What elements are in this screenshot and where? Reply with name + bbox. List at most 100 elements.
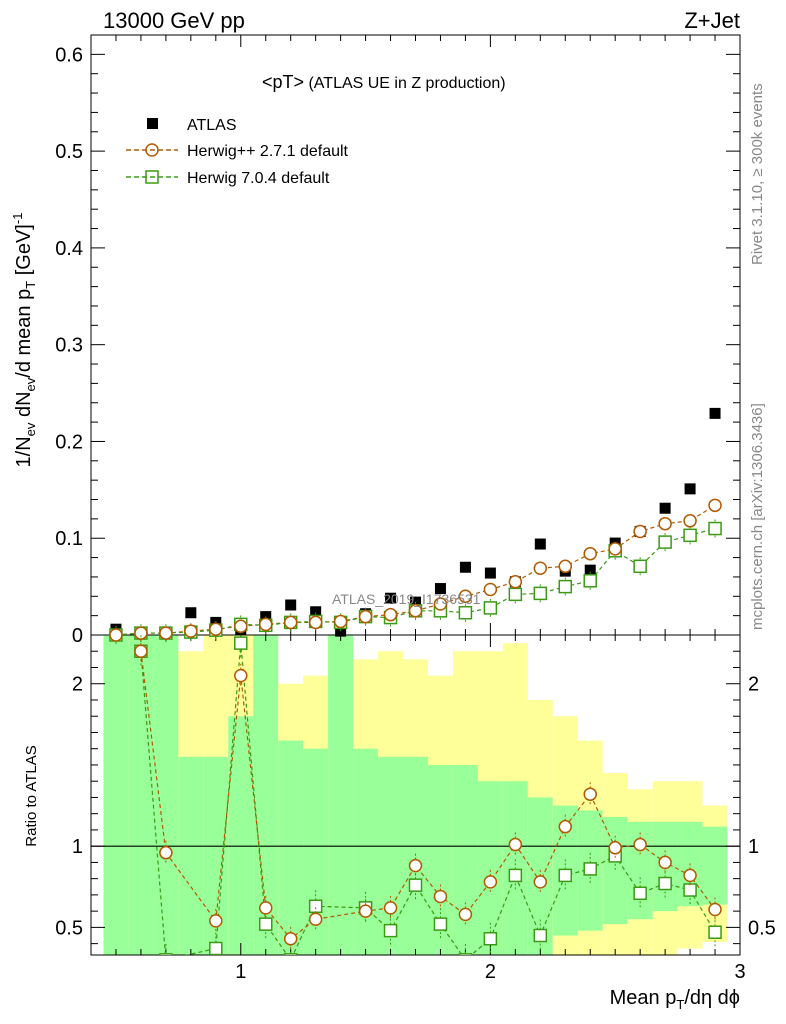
atlas-point: [709, 407, 721, 419]
ratio-herwig7-point: [408, 878, 423, 892]
ratio-herwigpp-point: [209, 914, 223, 928]
atlas-point: [310, 606, 322, 618]
herwigpp-point: [458, 589, 473, 604]
plot-title-main: <pT>: [262, 72, 304, 92]
ratio-herwigpp-point: [383, 901, 398, 915]
ratio-herwig7-point: [283, 953, 298, 955]
ratio-herwigpp-point: [283, 932, 298, 946]
ratio-herwig7-point: [308, 899, 323, 914]
ratio-bands: [103, 635, 728, 955]
ratio-herwigpp-point: [683, 868, 697, 883]
herwigpp-point: [333, 614, 348, 629]
band-inner-bin: [403, 756, 428, 955]
atlas-point: [534, 538, 546, 550]
y-tick-label: 0.1: [55, 528, 83, 550]
band-inner-bin: [278, 740, 304, 955]
herwigpp-point: [184, 624, 198, 638]
band-inner-bin: [153, 635, 179, 955]
ratio-herwig7-point: [383, 923, 398, 938]
plot-title-sub: (ATLAS UE in Z production): [304, 75, 506, 92]
ratio-herwigpp-point: [433, 889, 448, 904]
y-tick-label: 0.3: [55, 335, 83, 357]
ratio-herwig7-point: [683, 883, 697, 897]
herwig7-point: [683, 528, 697, 543]
herwigpp-point: [283, 615, 298, 630]
atlas-point: [385, 592, 397, 604]
ratio-y-tick-label: 0.5: [55, 917, 83, 939]
y-tick-label: 0.4: [55, 238, 83, 260]
herwigpp-point: [408, 604, 423, 618]
x-tick-label: 3: [734, 961, 745, 983]
marks-layer: [109, 407, 722, 955]
y-tick-label: 0.2: [55, 431, 83, 453]
bottom-ylabel: Ratio to ATLAS: [23, 745, 40, 846]
herwigpp-point: [433, 597, 448, 611]
herwigpp-point: [483, 582, 498, 597]
herwig7-point: [533, 586, 548, 601]
herwigpp-point: [358, 609, 373, 624]
band-inner-bin: [627, 821, 653, 920]
atlas-point: [484, 567, 496, 579]
ratio-herwigpp-point: [458, 907, 473, 922]
ratio-herwigpp-point: [533, 875, 548, 889]
legend: ATLAS Herwig++ 2.7.1 default Herwig 7.0.…: [126, 117, 349, 187]
ratio-herwig7-line: [140, 643, 716, 955]
ratio-herwigpp-point: [633, 837, 647, 852]
ratio-herwigpp-point: [583, 787, 597, 801]
ratio-marks: [134, 635, 722, 955]
ratio-herwig7-point: [533, 928, 548, 943]
xlabel: Mean pT/dη dϕ: [610, 987, 740, 1012]
plot-title: <pT> (ATLAS UE in Z production): [262, 72, 506, 92]
legend-label-herwigpp: Herwig++ 2.7.1 default: [187, 143, 349, 160]
ratio-y-tick-label-right: 1: [748, 836, 759, 858]
ratio-herwig7-point: [458, 953, 473, 955]
legend-marker-herwigpp: [145, 143, 159, 157]
herwigpp-point: [683, 514, 697, 528]
legend-label-herwig7: Herwig 7.0.4 default: [187, 170, 330, 187]
atlas-point: [459, 561, 471, 573]
y-tick-label: 0.6: [55, 44, 83, 66]
atlas-point: [684, 483, 696, 495]
atlas-point: [659, 502, 671, 514]
herwigpp-point: [633, 524, 647, 539]
band-inner-bin: [128, 635, 154, 955]
ratio-herwig7-point: [583, 862, 597, 876]
legend-label-atlas: ATLAS: [187, 117, 237, 134]
ratio-herwigpp-point: [558, 819, 573, 834]
herwig7-point: [483, 601, 498, 615]
ratio-herwig7-point: [258, 917, 273, 931]
herwigpp-point: [258, 617, 273, 632]
y-tick-label: 0: [72, 625, 83, 647]
ratio-herwigpp-point: [483, 875, 498, 889]
herwigpp-point: [608, 542, 622, 556]
legend-marker-herwig7: [145, 170, 159, 184]
herwigpp-point: [308, 615, 323, 630]
herwig7-point: [583, 574, 597, 588]
herwigpp-point: [533, 561, 548, 575]
analysis-watermark: ATLAS_2019_I1736531: [332, 591, 481, 607]
x-tick-label: 2: [485, 961, 496, 983]
ratio-herwigpp-point: [408, 858, 423, 873]
herwig7-point: [708, 521, 722, 536]
herwigpp-point: [508, 575, 523, 589]
band-inner-bin: [602, 816, 628, 925]
mcplots-credit-text: mcplots.cern.ch [arXiv:1306.3436]: [749, 403, 766, 630]
axes-layer: 1 2 3 0 0.1 0.2 0.3 0.4 0.5 0.6 0.5 0.5 1 1 2 2: [55, 34, 776, 983]
band-inner-bin: [702, 826, 728, 905]
herwigpp-point: [658, 516, 672, 531]
herwigpp-point: [159, 626, 173, 640]
legend-marker-atlas: [147, 118, 158, 129]
herwigpp-point: [708, 498, 722, 513]
atlas-point: [434, 583, 446, 595]
ratio-herwigpp-point: [308, 912, 323, 927]
y-tick-label: 0.5: [55, 141, 83, 163]
herwig7-point: [508, 587, 523, 602]
band-inner-bin: [103, 635, 129, 955]
ratio-herwigpp-point: [234, 668, 248, 683]
ratio-herwig7-point: [508, 868, 523, 883]
top-ylabel: 1/Nev dNev/d mean pT [GeV]-1: [10, 213, 38, 468]
header-left: 13000 GeV pp: [103, 8, 245, 33]
ratio-herwig7-point: [558, 868, 573, 883]
ratio-herwig7-point: [234, 636, 248, 650]
